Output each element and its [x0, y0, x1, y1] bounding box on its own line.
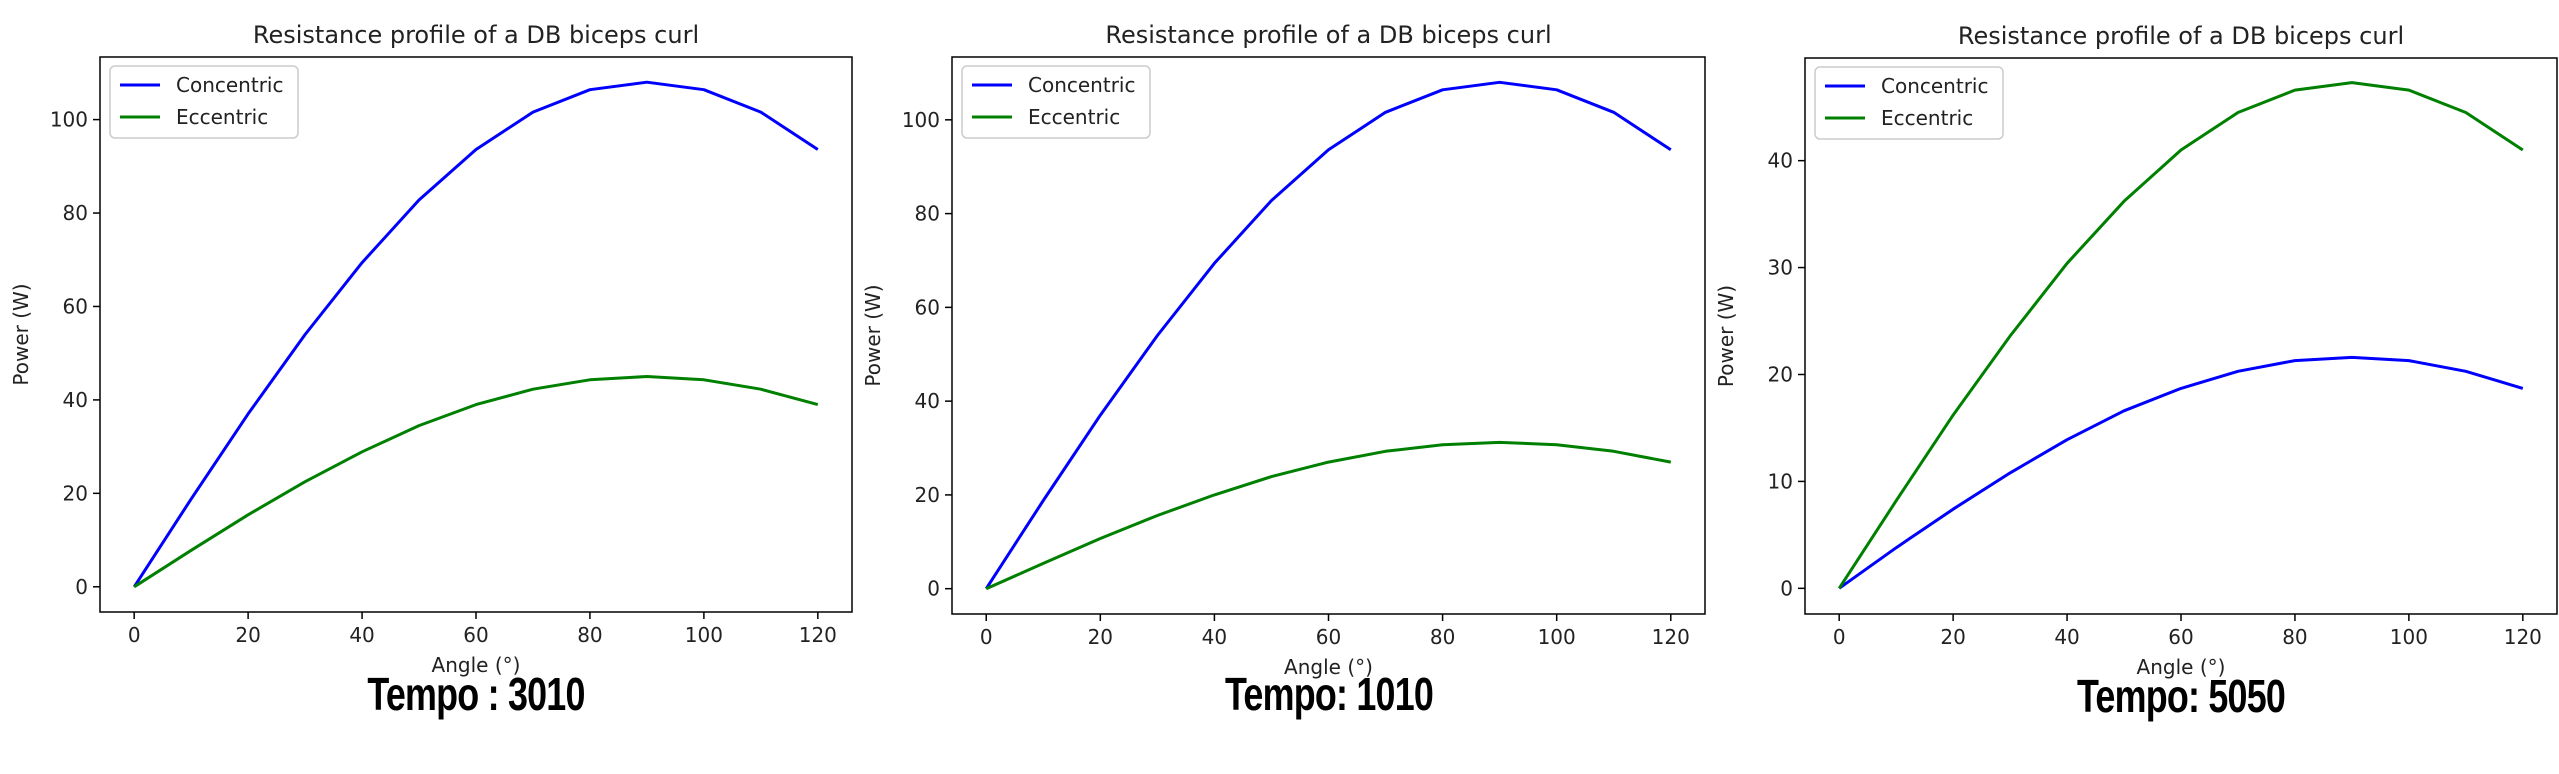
y-tick-label: 20 [63, 481, 88, 505]
x-tick-label: 40 [349, 623, 374, 647]
series-line-eccentric [985, 440, 1672, 591]
x-tick-label: 100 [2390, 625, 2428, 649]
legend-label-eccentric: Eccentric [1881, 106, 1973, 130]
legend-label-concentric: Concentric [176, 73, 283, 97]
x-tick-label: 120 [1652, 625, 1690, 649]
x-tick-label: 40 [1202, 625, 1227, 649]
x-tick-label: 100 [685, 623, 723, 647]
tempo-caption: Tempo: 1010 [1224, 668, 1433, 720]
x-tick-label: 0 [1833, 625, 1846, 649]
y-axis-label: Power (W) [9, 283, 33, 385]
series-line-eccentric [1837, 81, 2524, 590]
legend: Concentric Eccentric [109, 65, 299, 139]
tempo-caption: Tempo: 5050 [2076, 670, 2286, 722]
x-axis-label: Angle (°) [2137, 655, 2226, 679]
y-tick-label: 80 [915, 202, 940, 226]
legend-label-eccentric: Eccentric [176, 105, 268, 129]
chart-title: Resistance profile of a DB biceps curl [253, 21, 699, 49]
chart-title: Resistance profile of a DB biceps curl [1958, 22, 2404, 50]
x-axis-label: Angle (°) [432, 653, 521, 677]
x-tick-label: 80 [1430, 625, 1455, 649]
chart-panel-3: Resistance profile of a DB biceps curl 0 2… [1714, 22, 2558, 679]
y-tick-label: 40 [63, 388, 88, 412]
tempo-caption: Tempo : 3010 [367, 668, 585, 720]
legend-label-concentric: Concentric [1881, 74, 1988, 98]
x-tick-label: 60 [1316, 625, 1341, 649]
y-tick-label: 40 [1768, 149, 1793, 173]
y-tick-label: 60 [915, 295, 940, 319]
x-tick-label: 0 [128, 623, 141, 647]
y-axis-label: Power (W) [1714, 285, 1738, 387]
y-tick-label: 30 [1768, 256, 1793, 280]
x-tick-label: 20 [1088, 625, 1113, 649]
plot-frame [951, 56, 1706, 615]
y-tick-label: 80 [63, 201, 88, 225]
series-line-eccentric [133, 375, 819, 589]
x-tick-label: 0 [980, 625, 993, 649]
y-tick-label: 60 [63, 294, 88, 318]
chart-panel-2: Resistance profile of a DB biceps curl 0 2… [861, 21, 1706, 679]
y-tick-label: 20 [1768, 362, 1793, 386]
x-tick-label: 20 [235, 623, 260, 647]
plot-frame [99, 56, 853, 613]
y-tick-label: 0 [927, 577, 940, 601]
y-tick-label: 20 [915, 483, 940, 507]
y-tick-label: 100 [50, 108, 88, 132]
x-tick-label: 80 [577, 623, 602, 647]
series-line-concentric [1838, 355, 2524, 590]
x-tick-label: 100 [1538, 625, 1576, 649]
legend: Concentric Eccentric [961, 65, 1151, 139]
x-tick-label: 60 [2168, 625, 2193, 649]
x-tick-label: 60 [463, 623, 488, 647]
legend-label-concentric: Concentric [1028, 73, 1135, 97]
x-tick-label: 80 [2282, 625, 2307, 649]
x-tick-label: 20 [1940, 625, 1965, 649]
y-tick-label: 0 [1780, 576, 1793, 600]
legend: Concentric Eccentric [1814, 66, 2004, 140]
x-tick-label: 120 [2504, 625, 2542, 649]
x-tick-label: 120 [799, 623, 837, 647]
y-tick-label: 100 [902, 108, 940, 132]
legend-label-eccentric: Eccentric [1028, 105, 1120, 129]
y-axis-label: Power (W) [861, 284, 885, 386]
chart-panel-1: Resistance profile of a DB biceps curl 0 2… [9, 21, 853, 677]
x-tick-label: 40 [2054, 625, 2079, 649]
y-tick-label: 0 [75, 575, 88, 599]
plot-frame [1804, 57, 2558, 615]
chart-title: Resistance profile of a DB biceps curl [1105, 21, 1551, 49]
series-line-concentric [984, 80, 1672, 590]
y-tick-label: 10 [1768, 469, 1793, 493]
x-axis-label: Angle (°) [1284, 655, 1373, 679]
series-line-concentric [132, 80, 819, 588]
y-tick-label: 40 [915, 389, 940, 413]
